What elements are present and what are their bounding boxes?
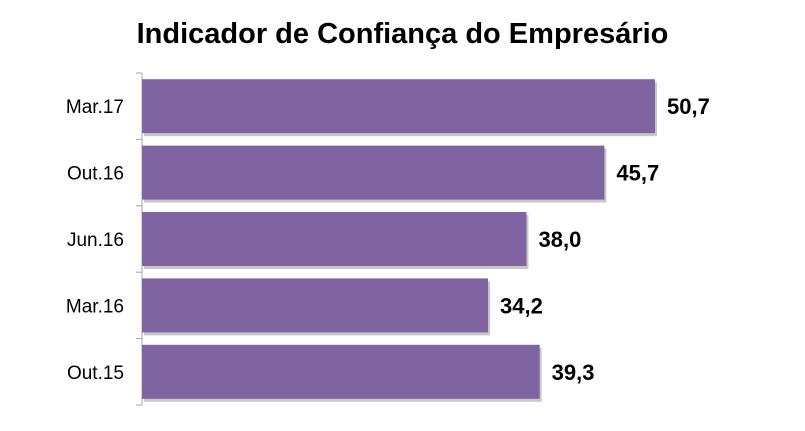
value-label: 39,3 xyxy=(552,360,595,385)
category-label: Mar.16 xyxy=(66,296,124,317)
category-label: Out.15 xyxy=(67,363,124,384)
value-label: 38,0 xyxy=(538,227,581,252)
bar-out-16 xyxy=(142,145,605,200)
bar-out-15 xyxy=(142,344,540,399)
value-label: 45,7 xyxy=(616,161,659,186)
bar-mar-17 xyxy=(142,79,655,134)
value-label: 50,7 xyxy=(667,94,710,119)
chart-title: Indicador de Confiança do Empresário xyxy=(136,18,669,50)
category-label: Out.16 xyxy=(67,164,124,185)
category-label: Mar.17 xyxy=(66,97,124,118)
category-label: Jun.16 xyxy=(67,230,124,251)
bar-mar-16 xyxy=(142,278,489,333)
value-label: 34,2 xyxy=(500,293,543,318)
bar-jun-16 xyxy=(142,212,527,266)
